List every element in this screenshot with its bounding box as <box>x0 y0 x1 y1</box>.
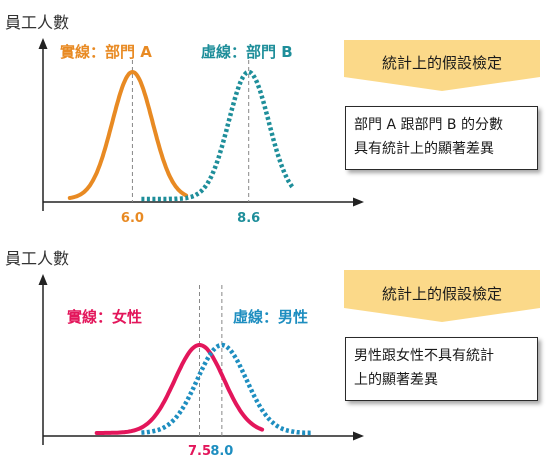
y-axis-arrow <box>38 274 48 285</box>
conclusion-line: 男性跟女性不具有統計 <box>354 348 494 364</box>
conclusion-line: 具有統計上的顯著差異 <box>354 141 494 157</box>
x-tick-label: 8.6 <box>237 211 260 226</box>
chart-bottom: 員工人數 實線：女性 虛線：男性 7.5 8.0 <box>5 249 364 459</box>
series-curve-dotted <box>141 342 312 436</box>
chart-top-marks: 6.0 8.6 <box>67 60 296 226</box>
y-axis-arrow <box>38 38 48 49</box>
legend-series-a: 實線：部門 A <box>60 43 152 61</box>
conclusion-box: 部門 A 跟部門 B 的分數 具有統計上的顯著差異 <box>345 106 538 170</box>
series-curve-solid <box>67 69 189 200</box>
conclusion-line: 部門 A 跟部門 B 的分數 <box>354 117 503 133</box>
series-curve-dotted <box>141 69 296 202</box>
chart-top: 員工人數 實線：部門 A 虛線：部門 B 6.0 8.6 <box>5 13 364 226</box>
x-tick-label: 6.0 <box>121 211 144 226</box>
x-tick-label: 7.5 <box>188 444 211 459</box>
x-axis-arrow <box>353 197 364 207</box>
x-axis-arrow <box>353 431 364 441</box>
conclusion-box: 男性跟女性不具有統計 上的顯著差異 <box>345 337 538 401</box>
series-curve-solid <box>94 343 265 435</box>
legend-series-b: 虛線：部門 B <box>201 43 293 61</box>
legend-series-a: 實線：女性 <box>67 308 142 326</box>
banner-text: 統計上的假設檢定 <box>382 285 502 303</box>
y-axis-label: 員工人數 <box>5 249 69 268</box>
banner-shape <box>344 270 540 322</box>
banner-text: 統計上的假設檢定 <box>382 54 502 72</box>
y-axis-label: 員工人數 <box>5 13 69 32</box>
chart-bottom-marks: 7.5 8.0 <box>94 285 312 459</box>
banner-shape <box>344 40 540 91</box>
legend-series-b: 虛線：男性 <box>233 308 308 326</box>
conclusion-line: 上的顯著差異 <box>354 372 438 388</box>
x-tick-label: 8.0 <box>210 444 233 459</box>
